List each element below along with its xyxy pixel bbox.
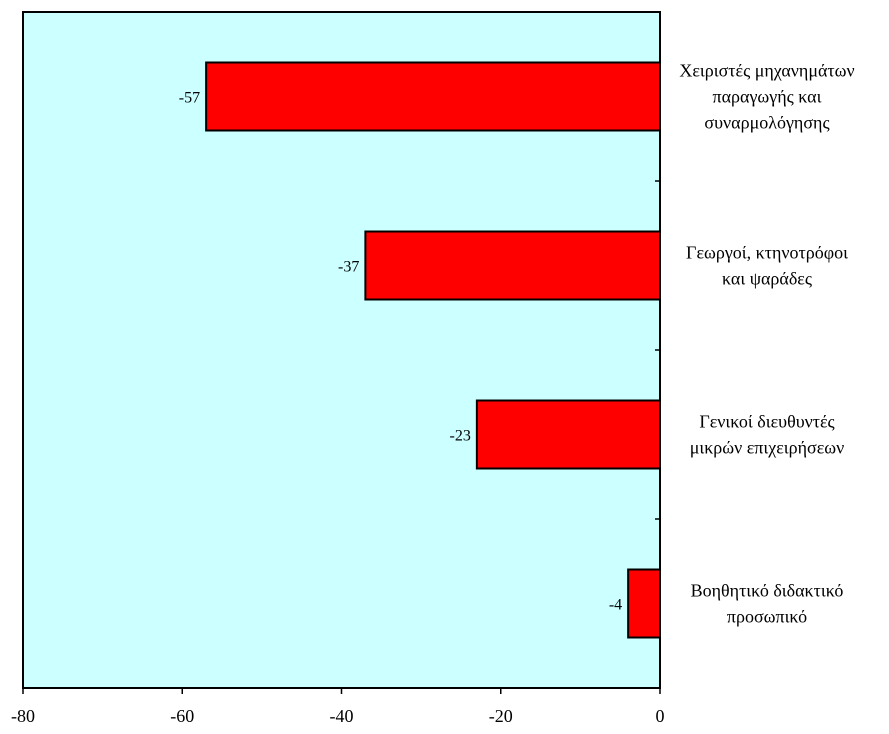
category-label-1: Γεωργοί, κτηνοτρόφοι και ψαράδες	[686, 243, 848, 289]
bars-group	[205, 61, 662, 639]
data-label-2: -23	[450, 428, 471, 445]
category-label-line: Γεωργοί, κτηνοτρόφοι	[686, 243, 848, 263]
bar-1	[364, 230, 661, 301]
category-label-line: Γενικοί διευθυντές	[699, 412, 834, 432]
axis-group	[22, 180, 661, 694]
category-label-0: Χειριστές μηχανημάτων παραγωγής και συναρμ…	[679, 61, 854, 133]
bar-2	[475, 399, 661, 470]
category-label-line: παραγωγής και	[713, 87, 822, 107]
category-label-line: και ψαράδες	[722, 269, 812, 289]
bar-0	[205, 61, 661, 132]
category-label-line: μικρών επιχειρήσεων	[690, 438, 845, 458]
category-label-3: Βοηθητικό διδακτικό προσωπικό	[691, 581, 844, 627]
category-label-line: Βοηθητικό διδακτικό	[691, 581, 844, 601]
x-tick-label: -80	[11, 706, 35, 726]
data-label-0: -57	[179, 90, 200, 107]
category-label-2: Γενικοί διευθυντές μικρών επιχειρήσεων	[690, 412, 845, 458]
labels-group: -57 Χειριστές μηχανημάτων παραγωγής και συν…	[11, 61, 855, 727]
x-tick-label: -20	[489, 706, 513, 726]
data-label-1: -37	[338, 259, 359, 276]
bar-3	[627, 568, 662, 639]
category-label-line: συναρμολόγησης	[704, 113, 829, 133]
category-label-line: Χειριστές μηχανημάτων	[679, 61, 854, 81]
x-tick-label: -60	[170, 706, 194, 726]
data-label-3: -4	[609, 597, 622, 614]
x-tick-label: 0	[656, 706, 665, 726]
category-label-line: προσωπικό	[727, 607, 807, 627]
x-tick-label: -40	[330, 706, 354, 726]
